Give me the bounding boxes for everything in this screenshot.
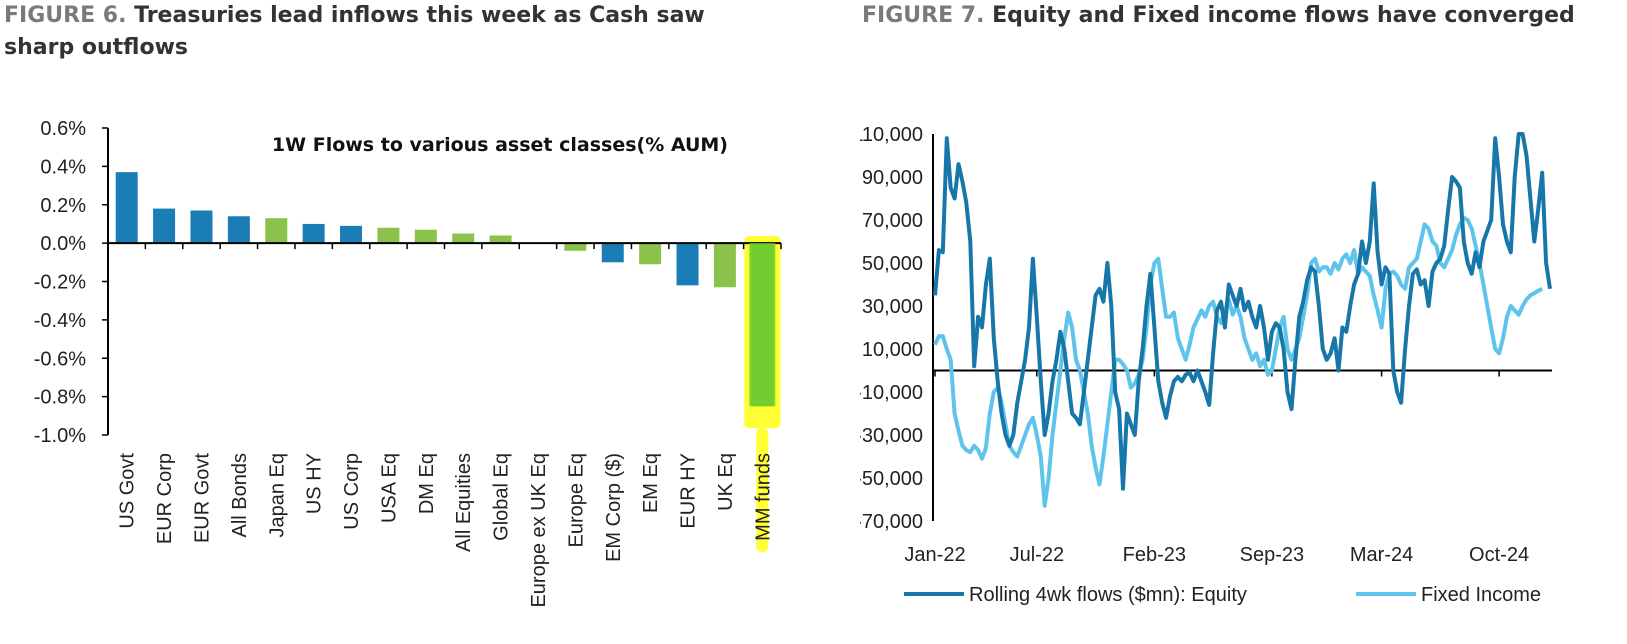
y-tick-label: -10,000 (860, 382, 923, 404)
bar-x-tick-labels: US Govt EUR Corp EUR Govt All Bonds Japan Eq… (117, 453, 775, 608)
line-axes (932, 134, 1552, 521)
x-tick-label: Europe Eq (565, 453, 587, 548)
x-tick-label: US HY (304, 453, 326, 514)
x-tick-label: UK Eq (715, 453, 737, 511)
y-tick-label: 110,000 (860, 124, 923, 146)
x-tick-label: US Govt (117, 453, 139, 529)
bar (153, 208, 176, 244)
x-tick-label: DM Eq (416, 453, 438, 514)
y-tick-label: -0.4% (34, 310, 86, 332)
line-chart: 110,000 90,000 70,000 50,000 30,000 10,000 -10… (860, 124, 1552, 606)
x-tick-label: EUR Govt (191, 453, 213, 543)
x-tick-label: EM Corp ($) (603, 453, 625, 562)
legend-label-equity: Rolling 4wk flows ($mn): Equity (969, 584, 1247, 606)
x-tick-label: Global Eq (491, 453, 513, 541)
bar (639, 243, 662, 265)
y-tick-label: -1.0% (34, 425, 86, 447)
bar (564, 243, 587, 251)
bar (377, 227, 400, 244)
x-tick-label: Oct-24 (1469, 544, 1529, 566)
bar (601, 243, 624, 263)
x-tick-label: Europe ex UK Eq (528, 453, 550, 608)
y-tick-label: 0.4% (40, 156, 86, 178)
x-tick-label: Feb-23 (1123, 544, 1186, 566)
bar (489, 235, 512, 244)
bar (452, 233, 475, 244)
x-tick-label: Mar-24 (1350, 544, 1413, 566)
bar-chart: 0.6% 0.4% 0.2% 0.0% -0.2% -0.4% -0.6% -0.8% -1.0… (34, 118, 782, 608)
bar (115, 172, 138, 244)
y-tick-label: 0.0% (40, 233, 86, 255)
y-tick-label: 0.6% (40, 118, 86, 140)
bar (713, 243, 736, 288)
line-legend: Rolling 4wk flows ($mn): Equity Fixed In… (904, 584, 1541, 606)
x-tick-label: All Bonds (229, 453, 251, 538)
y-tick-label: 0.2% (40, 195, 86, 217)
y-tick-label: -0.6% (34, 348, 86, 370)
line-y-tick-labels: 110,000 90,000 70,000 50,000 30,000 10,000 -10… (860, 124, 923, 533)
bar (676, 243, 699, 286)
y-tick-label: 10,000 (862, 339, 923, 361)
y-tick-label: -0.8% (34, 387, 86, 409)
x-tick-label: EUR Corp (154, 453, 176, 544)
legend-label-fixed-income: Fixed Income (1421, 584, 1541, 606)
bar-axes (102, 127, 782, 436)
bar (340, 225, 363, 244)
x-tick-label: MM funds (752, 453, 774, 541)
y-tick-label: 50,000 (862, 253, 923, 275)
bar (227, 216, 250, 244)
highlight-yellow-label-mark (756, 428, 769, 552)
bar (302, 223, 325, 244)
line-x-tick-labels: Jan-22 Jul-22 Feb-23 Sep-23 Mar-24 Oct-24 (904, 544, 1529, 566)
fixed-income-series-line (933, 215, 1544, 508)
highlight-green-mark (749, 243, 776, 407)
figure-7-text: Equity and Fixed income flows have conve… (992, 3, 1575, 28)
figure-6-label: FIGURE 6. (4, 3, 127, 28)
bar (414, 229, 437, 244)
x-tick-label: USA Eq (378, 453, 400, 523)
x-tick-label: Jan-22 (904, 544, 965, 566)
x-tick-label: EUR HY (678, 453, 700, 529)
bar-chart-inner-title: 1W Flows to various asset classes(% AUM) (272, 134, 728, 156)
x-tick-label: All Equities (453, 453, 475, 552)
y-tick-label: 90,000 (862, 167, 923, 189)
y-tick-label: -50,000 (860, 468, 923, 490)
y-tick-label: 30,000 (862, 296, 923, 318)
figure-7-title: FIGURE 7. Equity and Fixed income flows … (862, 0, 1622, 32)
x-tick-label: Japan Eq (266, 453, 288, 538)
x-tick-label: Sep-23 (1240, 544, 1305, 566)
x-tick-label: EM Eq (640, 453, 662, 513)
line-series (933, 132, 1552, 508)
y-tick-label: -30,000 (860, 425, 923, 447)
bar-series (115, 172, 774, 407)
bar (190, 210, 213, 244)
figure-6-title: FIGURE 6. Treasuries lead inflows this w… (4, 0, 764, 64)
bar-y-tick-labels: 0.6% 0.4% 0.2% 0.0% -0.2% -0.4% -0.6% -0.8% -1.0… (34, 118, 86, 447)
equity-series-line (933, 132, 1552, 491)
y-tick-label: 70,000 (862, 210, 923, 232)
x-tick-label: Jul-22 (1010, 544, 1064, 566)
y-tick-label: -0.2% (34, 272, 86, 294)
bar (265, 218, 288, 244)
figure-6-text: Treasuries lead inflows this week as Cas… (4, 3, 705, 60)
y-tick-label: -70,000 (860, 511, 923, 533)
x-tick-label: US Corp (341, 453, 363, 530)
figure-7-label: FIGURE 7. (862, 3, 985, 28)
